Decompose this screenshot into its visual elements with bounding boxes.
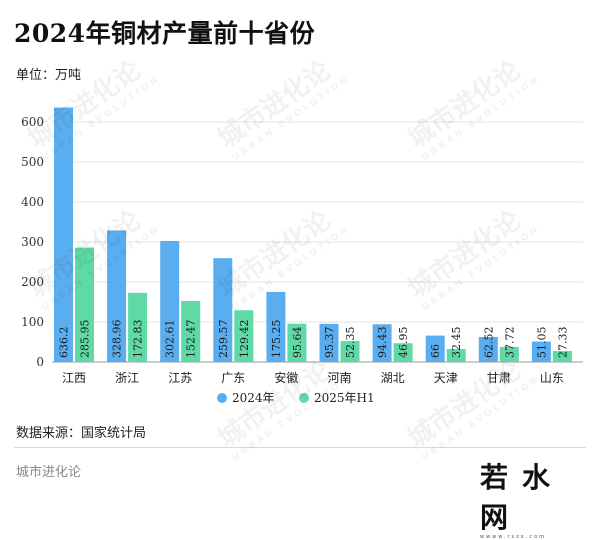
legend-marker (299, 393, 309, 403)
bar (54, 107, 73, 363)
data-label: 259.57 (217, 320, 230, 359)
data-label: 37.72 (503, 327, 516, 359)
data-label: 32.45 (450, 327, 463, 359)
data-label: 62.52 (482, 327, 495, 359)
x-tick-label: 安徽 (274, 370, 298, 385)
bar-chart: 0 100 200 300 400 500 600 636.2 285.95 江西 328.96 17… (21, 107, 583, 405)
site-logo: 若水网 wwww.rszx.com (480, 456, 590, 540)
x-tick-label: 江西 (62, 371, 86, 385)
bar (160, 240, 180, 362)
data-label: 66 (429, 344, 442, 358)
bar (372, 324, 392, 362)
x-tick-label: 山东 (540, 371, 564, 385)
x-tick-label: 江苏 (168, 371, 192, 385)
bar (266, 291, 286, 362)
bar (499, 346, 519, 362)
data-label: 302.61 (164, 320, 177, 359)
data-label: 51.05 (535, 327, 548, 359)
x-tick-label: 广东 (221, 371, 245, 385)
legend-label: 2025年H1 (314, 391, 375, 405)
bar (213, 258, 233, 362)
x-tick-label: 天津 (434, 371, 458, 385)
bar (107, 230, 127, 362)
y-tick-label: 200 (21, 275, 44, 289)
bar (319, 323, 339, 362)
bar (393, 343, 413, 362)
bar (478, 336, 498, 362)
data-label: 94.43 (376, 327, 389, 359)
y-tick-label: 0 (36, 355, 44, 369)
bar (425, 335, 445, 362)
bar (531, 341, 551, 362)
x-tick-label: 河南 (327, 370, 351, 385)
data-label: 285.95 (79, 320, 92, 359)
bar (234, 310, 254, 362)
x-tick-label: 浙江 (115, 371, 139, 385)
data-label: 129.42 (238, 320, 251, 359)
data-label: 152.47 (185, 320, 198, 359)
y-tick-label: 100 (21, 315, 44, 329)
brand-name: 城市进化论 (16, 465, 82, 480)
x-tick-label: 甘肃 (487, 371, 511, 385)
site-logo-text: 若水网 (480, 461, 565, 534)
y-tick-label: 600 (21, 115, 44, 129)
y-tick-label: 400 (21, 195, 44, 209)
unit-label: 单位：万吨 (16, 68, 82, 83)
data-label: 46.95 (397, 327, 410, 359)
bar (287, 323, 307, 362)
x-tick-label: 湖北 (381, 370, 405, 385)
bar (128, 292, 148, 362)
data-source: 数据来源：国家统计局 (16, 426, 147, 441)
data-label: 636.2 (58, 327, 71, 359)
bar (340, 341, 360, 362)
data-label: 95.37 (323, 327, 336, 359)
site-logo-url: wwww.rszx.com (480, 534, 546, 540)
bar (446, 349, 466, 362)
legend-label: 2024年 (232, 391, 275, 405)
chart-title: 2024年铜材产量前十省份 (14, 19, 316, 48)
data-label: 95.64 (291, 327, 304, 359)
data-label: 27.33 (556, 327, 569, 359)
bar (75, 247, 94, 362)
bar (552, 351, 572, 362)
data-label: 52.35 (344, 327, 357, 359)
bar (181, 301, 201, 362)
data-label: 328.96 (111, 320, 124, 359)
legend-marker (217, 393, 227, 403)
data-label: 175.25 (270, 320, 283, 359)
divider (14, 447, 586, 448)
y-tick-label: 300 (21, 235, 44, 249)
y-tick-label: 500 (21, 155, 44, 169)
data-label: 172.83 (132, 320, 145, 359)
